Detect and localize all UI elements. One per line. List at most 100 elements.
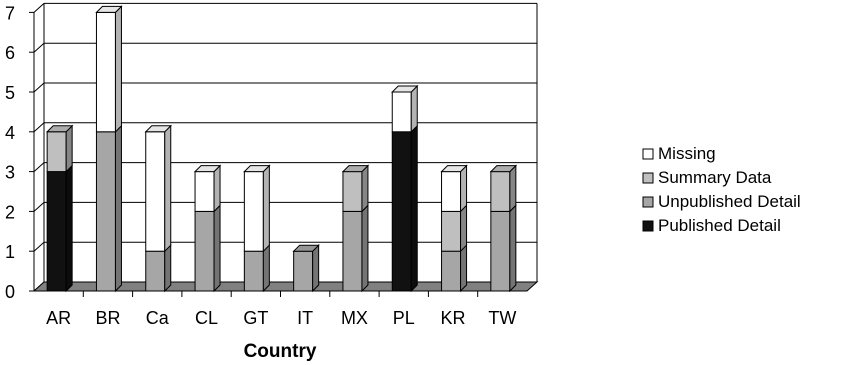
legend-item: Unpublished Detail: [642, 192, 801, 211]
bar-front: [46, 131, 67, 173]
x-tick-label: GT: [243, 308, 268, 328]
bar-top: [243, 165, 271, 173]
x-tick-label: TW: [488, 308, 516, 328]
bar-segment: [391, 84, 418, 134]
bars: [45, 5, 518, 293]
x-tick-label: PL: [393, 308, 415, 328]
bar-side: [213, 204, 221, 293]
x-tick-labels: AR BR Ca CL GT IT MX PL KR TW: [46, 308, 516, 328]
legend-label: Summary Data: [658, 168, 772, 187]
y-tick-label: 6: [5, 43, 15, 63]
y-tick-label: 7: [5, 3, 15, 23]
bar-segment: [95, 5, 122, 134]
x-tick-label: MX: [341, 308, 368, 328]
bar-top: [193, 165, 222, 173]
bar-front: [243, 250, 264, 292]
bar-front: [441, 171, 462, 212]
bar-front: [490, 171, 511, 212]
bar-segment: [441, 243, 468, 293]
legend-swatch: [642, 220, 654, 232]
bar-front: [490, 210, 511, 292]
side-wall-line: [33, 3, 45, 13]
bar-segment: [194, 164, 221, 213]
bar-top: [95, 5, 123, 13]
bar-top: [144, 125, 172, 133]
bar-side: [460, 204, 468, 253]
bar-side: [114, 124, 122, 293]
bar-side: [164, 243, 172, 293]
bar-side: [509, 164, 517, 213]
bar-segment: [46, 164, 73, 293]
y-tick-label: 2: [5, 202, 15, 222]
y-tick-label: 0: [5, 282, 15, 302]
legend-swatch: [642, 196, 654, 208]
bar-front: [441, 210, 462, 252]
y-tick-label: 5: [5, 83, 15, 103]
bar-side: [114, 5, 122, 134]
bar-side: [164, 124, 172, 253]
bar-segment: [293, 243, 320, 293]
bar-side: [460, 243, 468, 293]
bar-segment: [490, 204, 517, 293]
bar-front: [46, 171, 67, 292]
bar-segment: [342, 164, 369, 213]
side-wall-line: [33, 202, 45, 212]
legend-label: Published Detail: [658, 216, 781, 235]
bar-segment: [194, 204, 221, 293]
bar-segment: [243, 164, 270, 253]
bar-front: [391, 131, 412, 292]
y-tick-label: 1: [5, 242, 15, 262]
bar-front: [391, 91, 412, 133]
bar-side: [262, 164, 270, 253]
bar-front: [441, 250, 462, 292]
bar-side: [410, 124, 418, 293]
x-tick-label: KR: [441, 308, 466, 328]
y-tick-label: 4: [5, 123, 15, 143]
bar-side: [410, 84, 418, 134]
bar-front: [194, 171, 215, 212]
x-tick-label: BR: [95, 308, 120, 328]
gridlines: [29, 2, 538, 292]
bar-segment: [46, 124, 73, 173]
bar-segment: [342, 204, 369, 293]
bar-side: [509, 204, 517, 293]
bar-top: [45, 125, 74, 133]
side-wall-line: [33, 241, 45, 252]
bar-side: [213, 164, 221, 213]
legend-label: Missing: [658, 144, 716, 163]
bar-front: [342, 171, 363, 212]
bar-side: [65, 124, 73, 173]
side-wall-line: [33, 162, 45, 172]
bar-side: [65, 164, 73, 293]
bar-segment: [391, 124, 418, 293]
x-axis-title: Country: [244, 341, 317, 362]
bar-top: [292, 244, 320, 252]
legend-item: Published Detail: [642, 216, 781, 235]
bar-segment: [441, 204, 468, 253]
side-wall-line: [33, 122, 45, 133]
side-wall-line: [33, 42, 45, 53]
bar-top: [341, 165, 370, 173]
bar-segment: [145, 124, 172, 253]
legend-item: Missing: [642, 144, 716, 163]
bar-front: [293, 250, 314, 292]
bar-segment: [243, 243, 270, 293]
bar-segment: [490, 164, 517, 213]
y-tick-label: 3: [5, 163, 15, 183]
bar-segment: [145, 243, 172, 293]
legend: Missing Summary Data Unpublished Detail Pub…: [642, 144, 801, 235]
bar-front: [145, 250, 166, 292]
bar-top: [440, 165, 468, 173]
y-tick-labels: 0 1 2 3 4 5 6 7: [5, 3, 15, 302]
bar-top: [391, 85, 419, 93]
bar-front: [95, 11, 116, 133]
bar-front: [95, 131, 116, 292]
x-tick-label: Ca: [146, 308, 170, 328]
bar-side: [361, 204, 369, 293]
bar-front: [194, 210, 215, 292]
legend-item: Summary Data: [642, 168, 772, 187]
x-tick-label: IT: [297, 308, 313, 328]
legend-swatch: [642, 172, 654, 184]
bar-side: [312, 243, 320, 293]
